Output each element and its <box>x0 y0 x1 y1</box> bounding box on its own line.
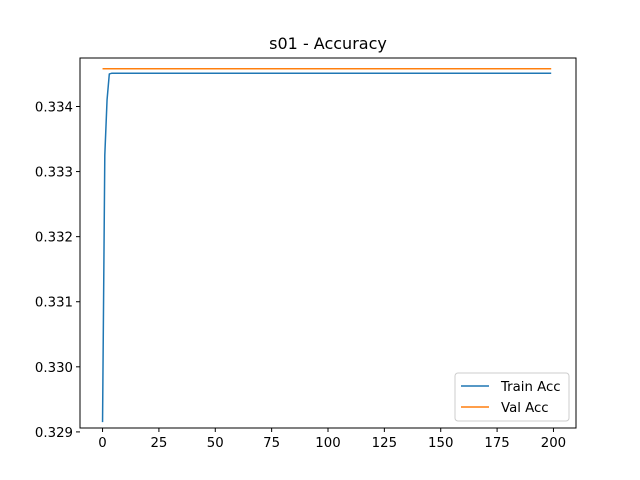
legend-label: Train Acc <box>500 380 561 395</box>
x-tick-label: 175 <box>484 436 509 451</box>
x-tick-label: 75 <box>263 436 280 451</box>
y-tick-label: 0.330 <box>35 361 73 376</box>
legend: Train Acc Val Acc <box>454 372 570 422</box>
series-line <box>101 72 552 423</box>
x-tick-label: 50 <box>207 436 224 451</box>
x-tick-label: 25 <box>150 436 167 451</box>
legend-box <box>454 372 570 422</box>
x-tick-label: 0 <box>98 436 106 451</box>
y-tick-label: 0.329 <box>35 426 73 441</box>
chart-title: s01 - Accuracy <box>269 34 387 53</box>
y-tick-label: 0.334 <box>35 100 73 115</box>
x-axis: 0 25 50 75 100 125 150 175 200 <box>98 428 566 451</box>
y-tick-label: 0.332 <box>35 231 73 246</box>
legend-label: Val Acc <box>501 401 549 416</box>
y-axis: 0.329 0.330 0.331 0.332 0.333 0.334 <box>35 100 80 441</box>
series-lines <box>101 67 552 423</box>
x-tick-label: 200 <box>541 436 566 451</box>
y-tick-label: 0.333 <box>35 166 73 181</box>
x-tick-label: 125 <box>372 436 397 451</box>
y-tick-label: 0.331 <box>35 296 73 311</box>
x-tick-label: 150 <box>428 436 453 451</box>
x-tick-label: 100 <box>315 436 340 451</box>
